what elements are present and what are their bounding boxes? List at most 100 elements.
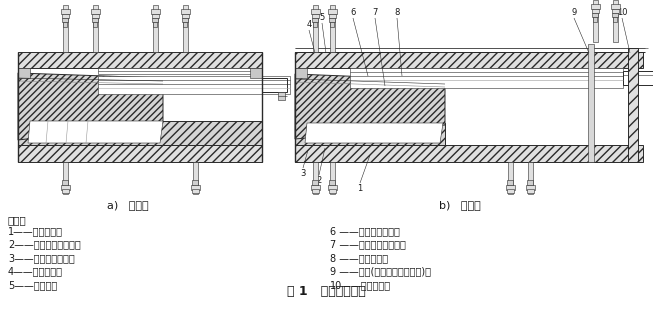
Bar: [330, 22, 334, 27]
Polygon shape: [305, 123, 443, 143]
Bar: [192, 180, 198, 185]
Bar: [526, 189, 534, 193]
Polygon shape: [28, 121, 163, 143]
Bar: [191, 189, 199, 193]
Bar: [18, 145, 262, 162]
Bar: [63, 22, 67, 27]
Text: 5: 5: [319, 13, 325, 22]
Bar: [312, 180, 318, 185]
Text: 9 ——锚栓(螺栓、套筒和螺杆)；: 9 ——锚栓(螺栓、套筒和螺杆)；: [330, 266, 431, 276]
Bar: [507, 162, 513, 194]
Bar: [328, 9, 336, 14]
Bar: [590, 4, 599, 9]
Bar: [613, 17, 617, 22]
Bar: [310, 185, 319, 190]
Bar: [295, 52, 643, 68]
Text: 7: 7: [372, 8, 377, 17]
Text: a)   纵桥向: a) 纵桥向: [107, 200, 149, 210]
Bar: [262, 78, 287, 92]
Text: 8 ——球冠衬板；: 8 ——球冠衬板；: [330, 253, 388, 263]
Text: 3——球面不锈钢板；: 3——球面不锈钢板；: [8, 253, 74, 263]
Bar: [182, 5, 187, 52]
Bar: [313, 162, 317, 194]
Bar: [295, 68, 307, 78]
Bar: [328, 189, 336, 193]
Text: 5——密封环；: 5——密封环；: [8, 280, 57, 290]
Bar: [310, 9, 319, 14]
Bar: [311, 14, 319, 18]
Bar: [311, 189, 319, 193]
Bar: [150, 9, 159, 14]
Bar: [612, 13, 618, 17]
Bar: [250, 68, 262, 78]
Bar: [153, 5, 157, 52]
Bar: [313, 5, 317, 52]
Bar: [180, 9, 189, 14]
Bar: [152, 18, 158, 22]
Bar: [61, 189, 69, 193]
Text: 1——下支座板；: 1——下支座板；: [8, 226, 63, 236]
Bar: [61, 185, 69, 190]
Bar: [61, 9, 69, 14]
Polygon shape: [18, 73, 163, 140]
Bar: [18, 121, 262, 145]
Bar: [505, 185, 515, 190]
Text: 7 ——平面非金属滑板；: 7 ——平面非金属滑板；: [330, 240, 406, 250]
Bar: [330, 5, 334, 52]
Bar: [191, 185, 200, 190]
Polygon shape: [295, 74, 445, 139]
Text: 6 ——平面不锈钢板；: 6 ——平面不锈钢板；: [330, 226, 400, 236]
Bar: [313, 22, 317, 27]
Bar: [295, 123, 445, 145]
Bar: [93, 5, 97, 52]
Bar: [611, 4, 620, 9]
Bar: [62, 180, 68, 185]
Bar: [592, 0, 597, 42]
Bar: [278, 92, 285, 100]
Bar: [183, 22, 187, 27]
Bar: [62, 18, 68, 22]
Bar: [63, 162, 67, 194]
Text: 说明：: 说明：: [8, 215, 27, 225]
Bar: [92, 18, 98, 22]
Bar: [592, 13, 598, 17]
Bar: [295, 145, 643, 162]
Text: b)   横桥向: b) 横桥向: [439, 200, 481, 210]
Bar: [623, 71, 653, 85]
Bar: [611, 9, 618, 13]
Bar: [182, 14, 189, 18]
Text: 4——上支座板；: 4——上支座板；: [8, 266, 63, 276]
Bar: [628, 48, 638, 162]
Bar: [312, 18, 318, 22]
Bar: [528, 162, 532, 194]
Bar: [527, 180, 533, 185]
Bar: [330, 162, 334, 194]
Bar: [593, 17, 597, 22]
Bar: [91, 9, 99, 14]
Bar: [18, 52, 262, 68]
Bar: [507, 189, 513, 193]
Bar: [507, 180, 513, 185]
Bar: [98, 68, 262, 74]
Text: 6: 6: [350, 8, 356, 17]
Bar: [328, 185, 336, 190]
Text: 10——防尘围板。: 10——防尘围板。: [330, 280, 391, 290]
Text: 10: 10: [616, 8, 628, 17]
Bar: [182, 18, 188, 22]
Bar: [328, 14, 336, 18]
Bar: [61, 14, 69, 18]
Bar: [153, 22, 157, 27]
Bar: [98, 76, 290, 94]
Text: 9: 9: [571, 8, 577, 17]
Bar: [592, 9, 599, 13]
Bar: [613, 0, 618, 42]
Bar: [18, 68, 30, 78]
Text: 2: 2: [316, 176, 322, 185]
Bar: [526, 185, 535, 190]
Text: 4: 4: [306, 20, 311, 29]
Text: 图 1   多向活动支座: 图 1 多向活动支座: [287, 285, 366, 298]
Bar: [329, 18, 335, 22]
Bar: [329, 180, 335, 185]
Bar: [193, 162, 197, 194]
Bar: [588, 44, 594, 162]
